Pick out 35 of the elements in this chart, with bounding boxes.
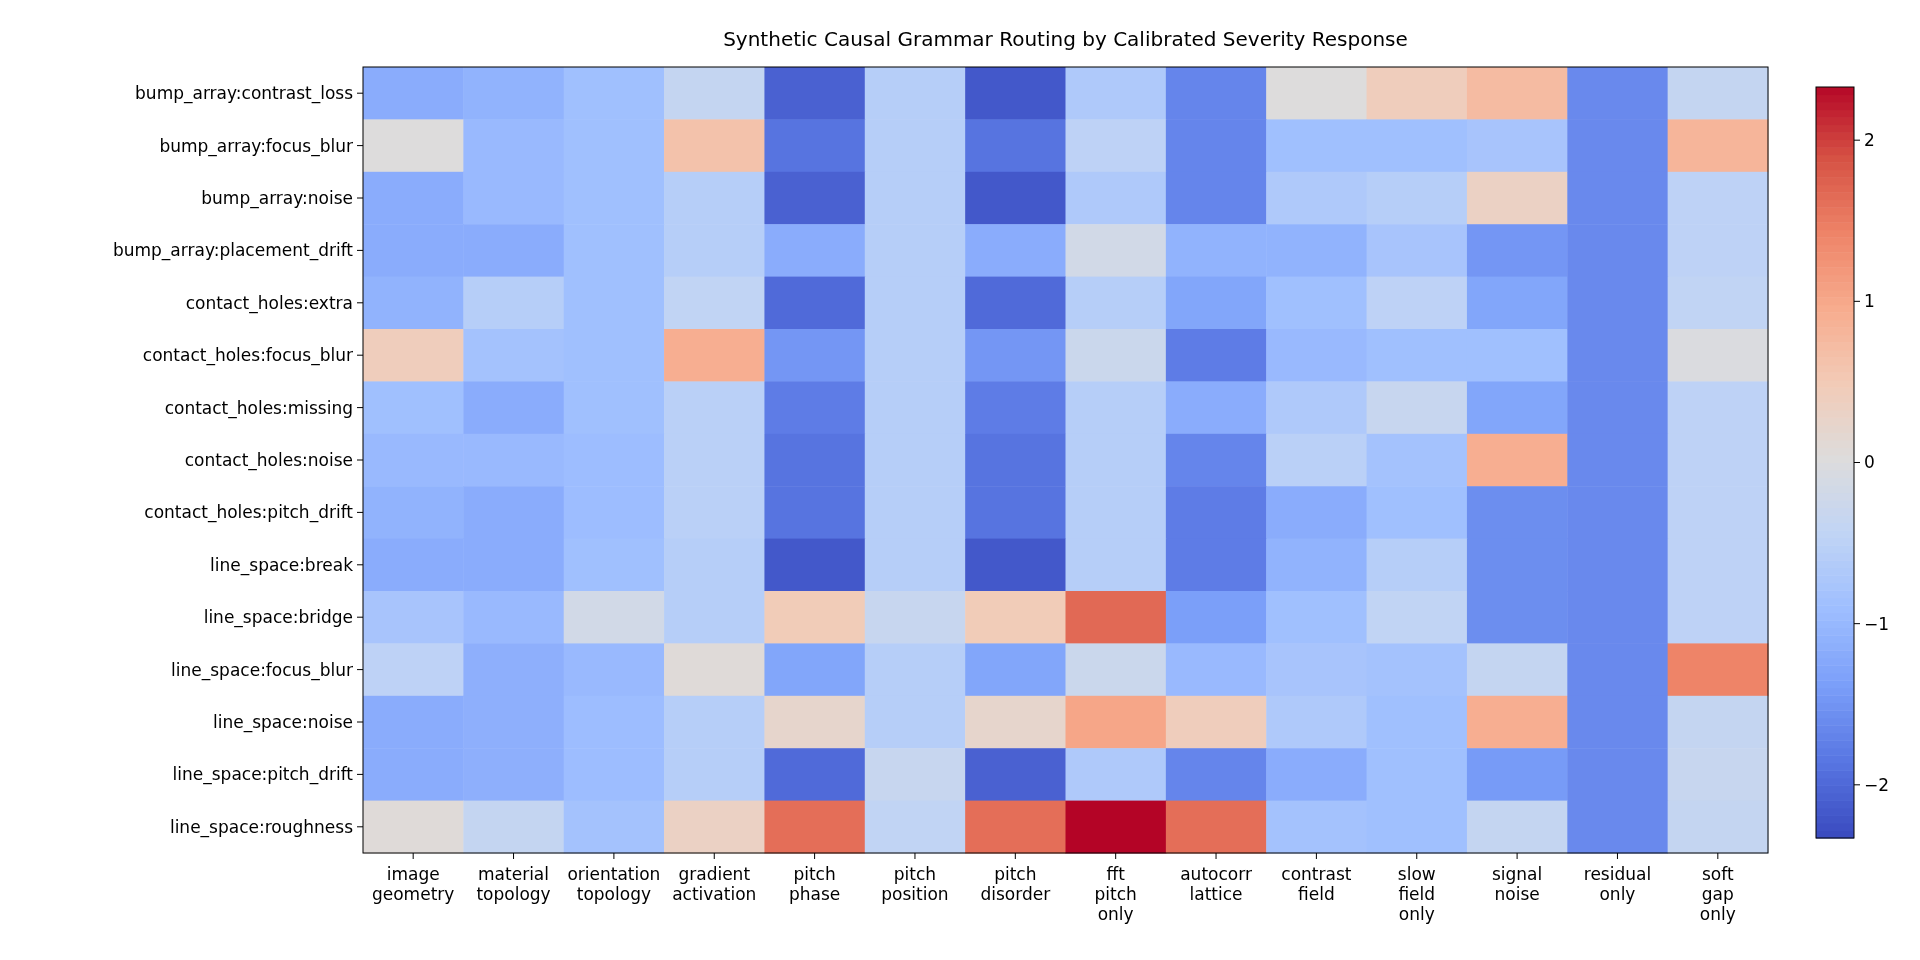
color-bar-label: −1 xyxy=(1864,613,1890,634)
y-tick-label: line_space:noise xyxy=(213,711,353,733)
x-tick-label: image geometry xyxy=(371,864,455,904)
y-tick-label: bump_array:placement_drift xyxy=(112,240,354,262)
x-tick-label: pitch phase xyxy=(788,864,841,904)
x-tick-label: material topology xyxy=(476,864,551,904)
y-tick-label: bump_array:focus_blur xyxy=(159,135,354,157)
y-tick-label: contact_holes:extra xyxy=(185,292,353,314)
x-tick-label: soft gap only xyxy=(1699,864,1736,924)
y-tick-label: contact_holes:missing xyxy=(164,397,353,419)
x-tick-label: gradient activation xyxy=(672,864,757,904)
y-tick-label: bump_array:noise xyxy=(201,187,353,209)
y-tick-label: contact_holes:noise xyxy=(184,449,353,471)
x-tick-label: fft pitch only xyxy=(1094,864,1137,924)
y-tick-label: line_space:focus_blur xyxy=(171,659,354,681)
x-tick-label: residual only xyxy=(1583,864,1652,904)
y-tick-label: line_space:roughness xyxy=(169,816,354,838)
x-tick-label: signal noise xyxy=(1491,864,1543,904)
y-tick-label: line_space:break xyxy=(210,554,354,576)
x-tick-label: pitch position xyxy=(881,864,949,904)
y-tick-label: bump_array:contrast_loss xyxy=(135,83,354,105)
y-tick-label: line_space:bridge xyxy=(203,607,353,629)
x-tick-label: orientation topology xyxy=(567,864,661,904)
y-tick-label: contact_holes:focus_blur xyxy=(142,345,354,367)
x-tick-label: slow field only xyxy=(1397,864,1436,924)
color-bar-label: 2 xyxy=(1864,130,1875,151)
color-bar-label: 1 xyxy=(1864,291,1875,312)
x-tick-label: contrast field xyxy=(1281,864,1352,904)
color-bar-label: 0 xyxy=(1864,452,1875,473)
y-tick-label: contact_holes:pitch_drift xyxy=(144,502,354,524)
chart-title: Synthetic Causal Grammar Routing by Calibrated Severity Response xyxy=(723,27,1408,51)
x-tick-label: autocorr lattice xyxy=(1180,864,1252,904)
color-bar-label: −2 xyxy=(1864,774,1890,795)
x-tick-label: pitch disorder xyxy=(980,864,1051,904)
y-tick-label: line_space:pitch_drift xyxy=(172,764,354,786)
